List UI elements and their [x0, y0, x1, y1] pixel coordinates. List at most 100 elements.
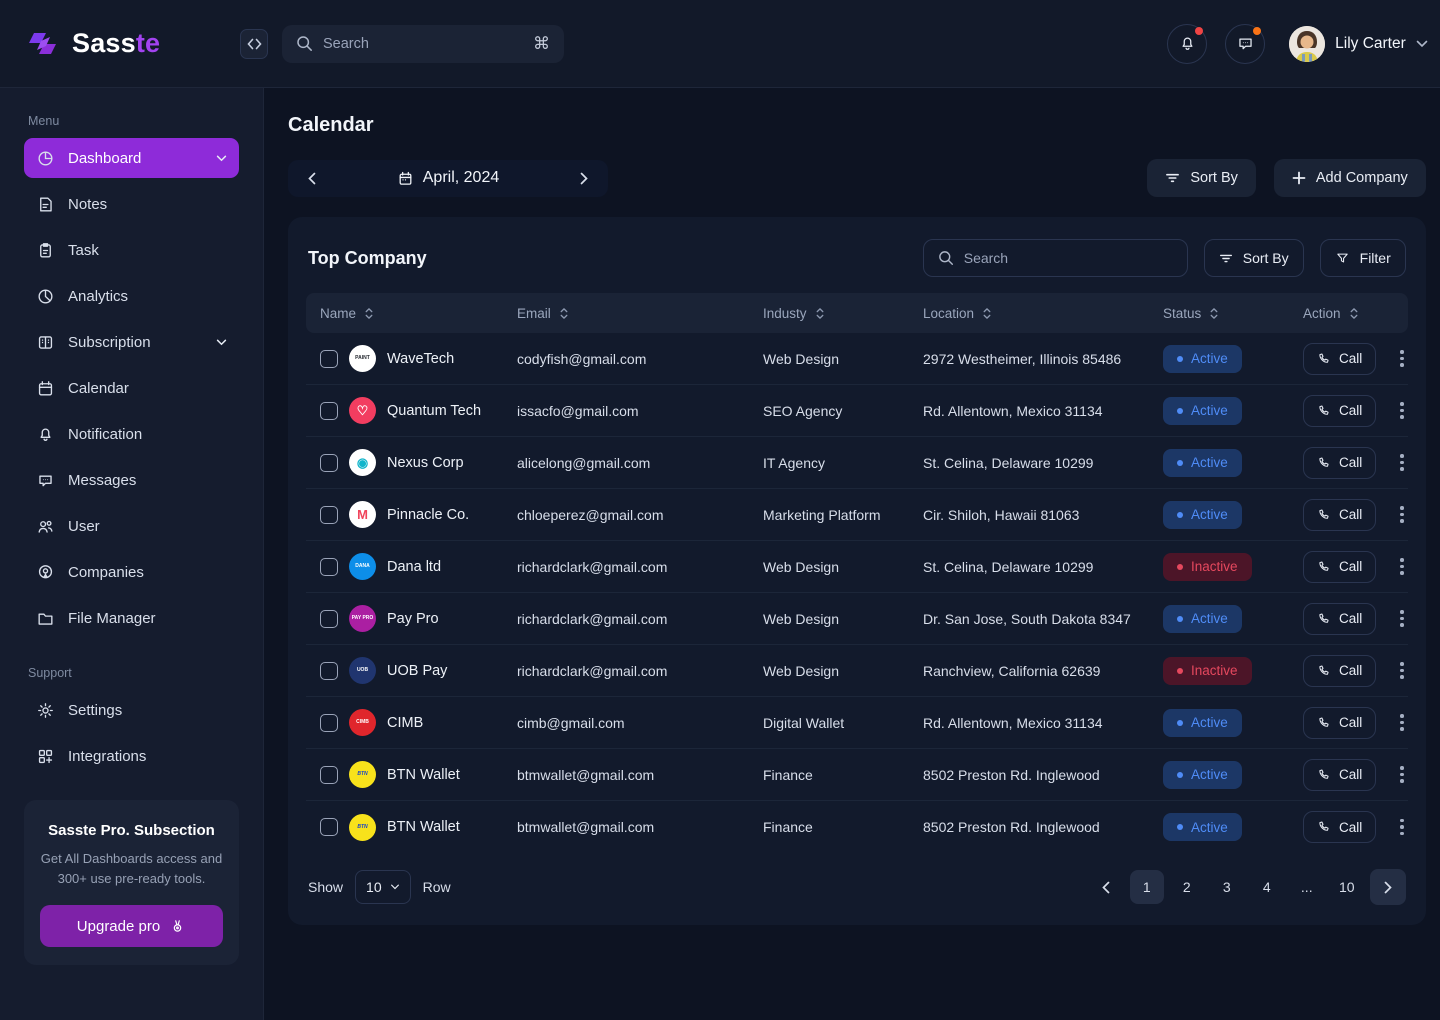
status-badge: Active [1163, 344, 1242, 373]
sidebar-item-messages[interactable]: Messages [24, 460, 239, 500]
company-industry: Web Design [763, 662, 840, 679]
sidebar-item-dashboard[interactable]: Dashboard [24, 138, 239, 178]
table-filter-button[interactable]: Filter [1319, 239, 1406, 277]
row-menu-button[interactable] [1396, 658, 1408, 683]
notifications-button[interactable] [1167, 23, 1208, 64]
sidebar-item-user[interactable]: User [24, 506, 239, 546]
call-button[interactable]: Call [1303, 342, 1377, 375]
command-key-icon: ⌘ [533, 33, 550, 53]
row-checkbox[interactable] [320, 401, 338, 420]
company-industry: Web Design [763, 610, 840, 627]
notification-dot [1195, 26, 1204, 35]
next-page-button[interactable] [1369, 869, 1406, 905]
call-button[interactable]: Call [1303, 811, 1377, 843]
sidebar-item-calendar[interactable]: Calendar [24, 368, 239, 408]
company-name: Pinnacle Co. [387, 506, 470, 523]
call-button[interactable]: Call [1303, 498, 1377, 531]
upgrade-promo-card: Sasste Pro. Subsection Get All Dashboard… [24, 800, 239, 966]
column-header-action[interactable]: Action [1303, 306, 1408, 321]
rows-per-page-select[interactable]: 10 [355, 870, 411, 904]
call-button[interactable]: Call [1303, 394, 1377, 427]
sidebar-collapse-button[interactable] [240, 28, 268, 59]
sidebar-item-notes[interactable]: Notes [24, 184, 239, 224]
sidebar-item-task[interactable]: Task [24, 230, 239, 270]
company-name: CIMB [387, 714, 424, 731]
call-button[interactable]: Call [1303, 602, 1377, 635]
row-menu-button[interactable] [1396, 450, 1408, 475]
sidebar-item-settings[interactable]: Settings [24, 690, 239, 730]
row-checkbox[interactable] [320, 661, 338, 680]
page-number-button[interactable]: 10 [1330, 870, 1364, 904]
column-header-industry[interactable]: Industy [763, 306, 923, 321]
sort-arrows-icon [1209, 307, 1219, 320]
row-checkbox[interactable] [320, 349, 338, 368]
message-dot [1253, 26, 1262, 35]
column-header-location[interactable]: Location [923, 306, 1163, 321]
sidebar-item-analytics[interactable]: Analytics [24, 276, 239, 316]
company-email: issacfo@gmail.com [517, 402, 639, 419]
sidebar-item-integrations[interactable]: Integrations [24, 736, 239, 776]
company-name: UOB Pay [387, 662, 448, 679]
phone-icon [1317, 612, 1331, 626]
global-search-input[interactable] [323, 35, 523, 52]
company-avatar: CIMB [349, 709, 376, 736]
call-button[interactable]: Call [1303, 446, 1377, 479]
prev-month-button[interactable] [300, 168, 324, 189]
column-header-status[interactable]: Status [1163, 306, 1303, 321]
page-number-button[interactable]: 4 [1250, 870, 1284, 904]
call-button[interactable]: Call [1303, 550, 1377, 583]
brand-logo[interactable]: Sasste [28, 28, 240, 59]
row-menu-button[interactable] [1396, 606, 1408, 631]
row-menu-button[interactable] [1396, 762, 1408, 787]
row-checkbox[interactable] [320, 453, 338, 472]
row-menu-button[interactable] [1396, 815, 1408, 840]
add-company-button[interactable]: Add Company [1273, 159, 1426, 197]
page-number-button[interactable]: 3 [1210, 870, 1244, 904]
column-header-name[interactable]: Name [320, 306, 517, 321]
row-menu-button[interactable] [1396, 346, 1408, 371]
call-button[interactable]: Call [1303, 706, 1377, 739]
table-row: PAY PRO Pay Pro richardclark@gmail.com We… [306, 593, 1408, 645]
page-number-button[interactable]: 1 [1129, 870, 1164, 904]
call-button[interactable]: Call [1303, 654, 1377, 687]
sidebar-item-file-manager[interactable]: File Manager [24, 598, 239, 638]
promo-title: Sasste Pro. Subsection [48, 822, 215, 839]
table-search[interactable] [922, 239, 1188, 277]
phone-icon [1317, 352, 1331, 366]
row-menu-button[interactable] [1396, 710, 1408, 735]
row-checkbox[interactable] [320, 505, 338, 524]
company-location: St. Celina, Delaware 10299 [923, 558, 1094, 575]
messages-button[interactable] [1225, 23, 1266, 64]
column-header-email[interactable]: Email [517, 306, 763, 321]
phone-icon [1317, 820, 1331, 834]
sidebar-item-subscription[interactable]: Subscription [24, 322, 239, 362]
row-menu-button[interactable] [1396, 554, 1408, 579]
row-menu-button[interactable] [1396, 502, 1408, 527]
sidebar-item-label: File Manager [68, 609, 156, 627]
sidebar-item-companies[interactable]: Companies [24, 552, 239, 592]
next-month-button[interactable] [572, 168, 596, 189]
table-sort-by-button[interactable]: Sort By [1203, 239, 1304, 277]
sidebar-item-label: Notification [68, 425, 143, 443]
row-checkbox[interactable] [320, 713, 338, 732]
table-search-input[interactable] [963, 250, 1173, 266]
call-button[interactable]: Call [1303, 758, 1377, 791]
page-sort-by-button[interactable]: Sort By [1147, 159, 1256, 197]
upgrade-pro-button[interactable]: Upgrade pro [40, 905, 223, 948]
row-menu-button[interactable] [1396, 398, 1408, 423]
company-location: 2972 Westheimer, Illinois 85486 [923, 350, 1122, 367]
row-checkbox[interactable] [320, 557, 338, 576]
topbar-actions: Lily Carter [1167, 23, 1428, 64]
status-badge: Active [1163, 813, 1242, 841]
row-checkbox[interactable] [320, 818, 338, 836]
sidebar-item-label: Task [68, 241, 99, 259]
prev-page-button[interactable] [1088, 869, 1124, 905]
user-profile-menu[interactable]: Lily Carter [1289, 25, 1428, 62]
global-search[interactable]: ⌘ [282, 24, 564, 63]
sort-lines-icon [1165, 172, 1180, 184]
page-number-button[interactable]: 2 [1170, 870, 1204, 904]
sidebar-item-notification[interactable]: Notification [24, 414, 239, 454]
row-checkbox[interactable] [320, 609, 338, 628]
row-checkbox[interactable] [320, 765, 338, 784]
